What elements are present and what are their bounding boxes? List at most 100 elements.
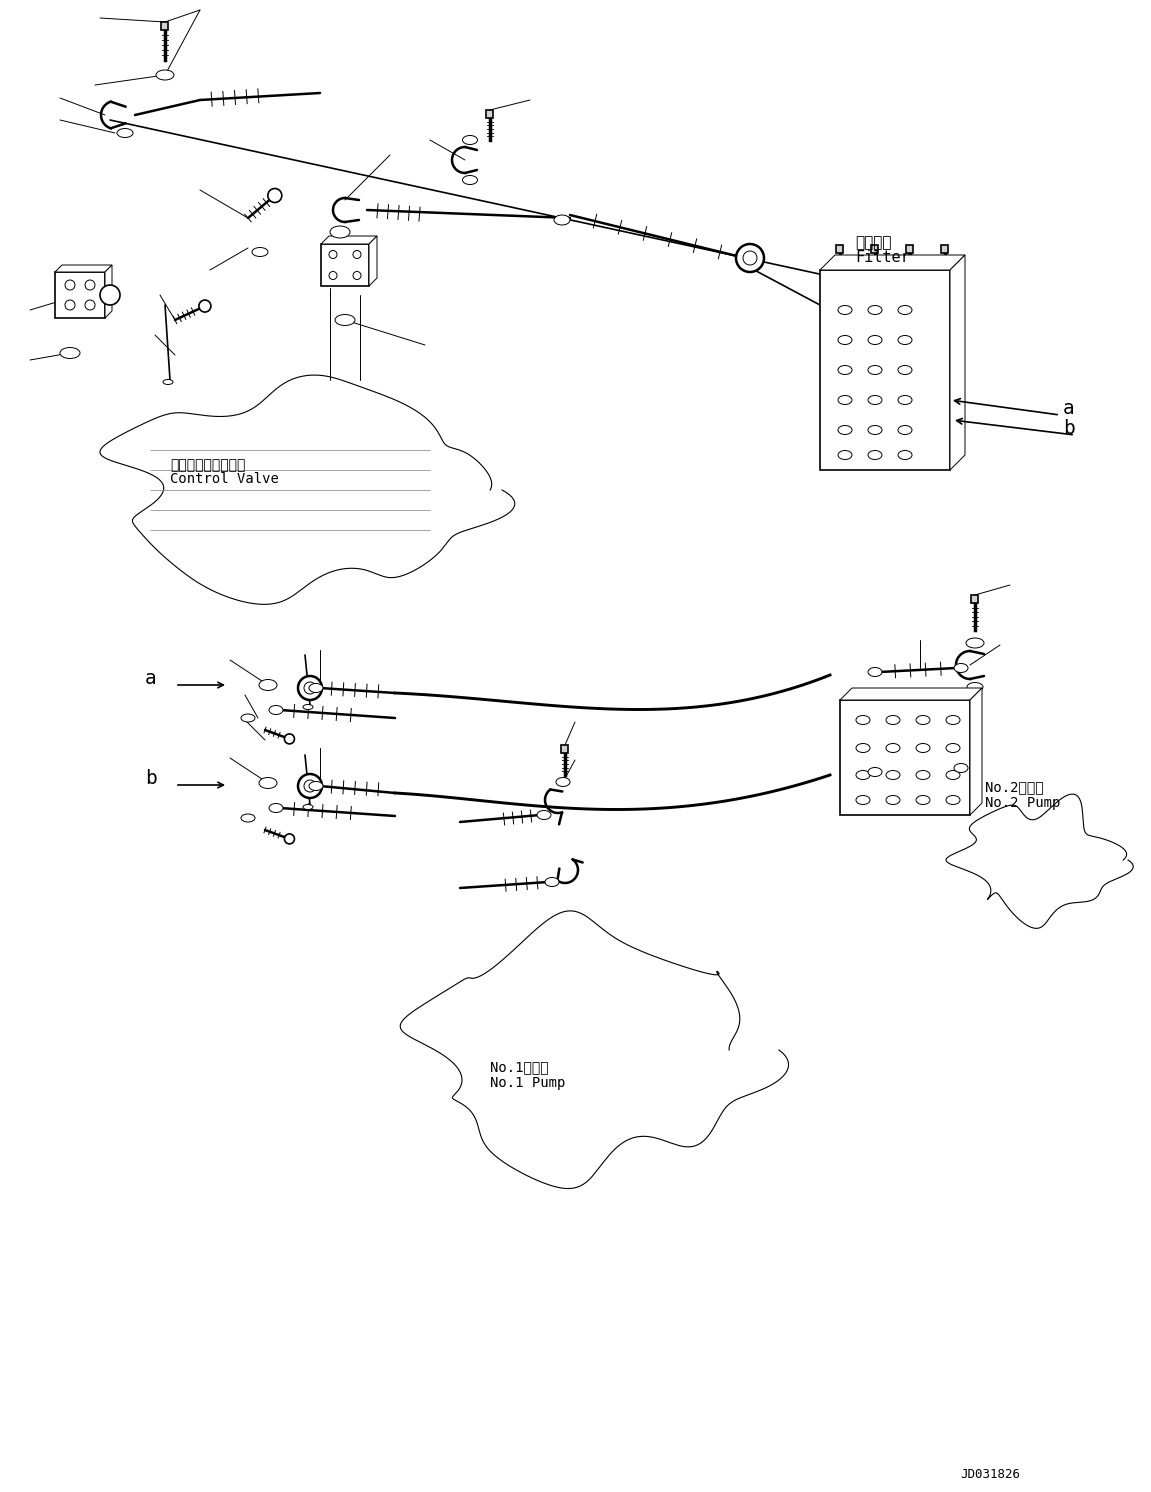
Ellipse shape [967,682,983,691]
Ellipse shape [838,306,852,315]
Circle shape [284,734,295,745]
Ellipse shape [868,366,882,374]
Ellipse shape [838,451,852,460]
Ellipse shape [335,315,355,325]
Text: a: a [1064,398,1075,418]
Circle shape [284,834,295,844]
Ellipse shape [954,764,968,773]
Circle shape [298,774,322,798]
Ellipse shape [252,248,268,257]
Ellipse shape [886,743,900,752]
Ellipse shape [946,716,960,725]
Ellipse shape [303,804,313,810]
Ellipse shape [241,715,256,722]
Circle shape [268,188,282,203]
Circle shape [735,245,764,272]
Ellipse shape [868,395,882,404]
Circle shape [64,300,75,310]
Circle shape [304,682,317,694]
Ellipse shape [898,395,912,404]
Ellipse shape [157,70,174,81]
Ellipse shape [868,451,882,460]
Ellipse shape [856,770,870,779]
Ellipse shape [916,716,930,725]
Ellipse shape [269,804,283,813]
Ellipse shape [856,743,870,752]
Polygon shape [321,236,378,245]
Circle shape [64,280,75,289]
Ellipse shape [946,770,960,779]
Ellipse shape [463,136,478,145]
Polygon shape [907,245,914,254]
Text: a: a [145,668,157,688]
Text: Control Valve: Control Valve [170,471,279,486]
Ellipse shape [838,395,852,404]
Circle shape [85,300,96,310]
Polygon shape [820,255,965,270]
Ellipse shape [463,176,478,185]
Polygon shape [55,266,112,272]
Bar [820,270,950,470]
Circle shape [298,676,322,700]
Polygon shape [105,266,112,318]
Circle shape [100,285,120,304]
Ellipse shape [898,306,912,315]
Ellipse shape [898,336,912,345]
Ellipse shape [898,425,912,434]
Text: b: b [1064,418,1075,437]
Ellipse shape [259,777,277,788]
Ellipse shape [259,679,277,691]
Ellipse shape [898,451,912,460]
Polygon shape [971,595,978,603]
Polygon shape [942,245,948,254]
Polygon shape [161,22,168,30]
Text: No.1ポンプ: No.1ポンプ [490,1059,549,1074]
Ellipse shape [330,225,350,239]
Ellipse shape [868,667,882,676]
Circle shape [353,251,361,258]
Ellipse shape [946,743,960,752]
Ellipse shape [538,810,551,819]
Ellipse shape [886,716,900,725]
Ellipse shape [241,815,256,822]
Ellipse shape [886,770,900,779]
Ellipse shape [163,379,173,385]
Bar [321,245,369,286]
Ellipse shape [308,683,323,692]
Circle shape [329,251,337,258]
Text: JD031826: JD031826 [960,1468,1020,1482]
Ellipse shape [308,782,323,791]
Bar [55,272,105,318]
Ellipse shape [556,777,570,786]
Bar [840,700,970,815]
Ellipse shape [868,767,882,776]
Text: フィルタ: フィルタ [855,236,892,251]
Polygon shape [562,745,569,753]
Ellipse shape [868,336,882,345]
Circle shape [744,251,757,266]
Ellipse shape [856,795,870,804]
Ellipse shape [554,215,570,225]
Circle shape [199,300,211,312]
Ellipse shape [117,128,134,137]
Circle shape [304,780,317,792]
Ellipse shape [868,425,882,434]
Polygon shape [950,255,965,470]
Ellipse shape [838,336,852,345]
Ellipse shape [886,795,900,804]
Circle shape [329,272,337,279]
Ellipse shape [838,425,852,434]
Ellipse shape [966,639,984,648]
Ellipse shape [269,706,283,715]
Text: b: b [145,768,157,788]
Ellipse shape [916,770,930,779]
Ellipse shape [916,743,930,752]
Polygon shape [970,688,982,815]
Text: No.2 Pump: No.2 Pump [985,797,1060,810]
Ellipse shape [60,348,81,358]
Ellipse shape [546,877,559,886]
Polygon shape [487,110,494,118]
Ellipse shape [868,306,882,315]
Ellipse shape [898,366,912,374]
Ellipse shape [838,366,852,374]
